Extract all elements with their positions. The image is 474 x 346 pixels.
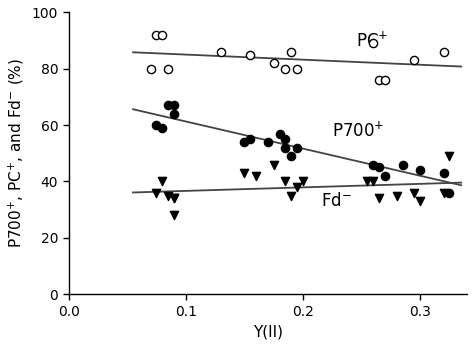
Point bbox=[287, 193, 295, 198]
Point bbox=[381, 77, 389, 83]
Point bbox=[153, 190, 160, 195]
Point bbox=[287, 153, 295, 159]
Point bbox=[440, 190, 447, 195]
Point bbox=[276, 131, 283, 136]
Point bbox=[446, 190, 453, 195]
Point bbox=[170, 111, 178, 117]
Point bbox=[393, 193, 401, 198]
Point bbox=[293, 145, 301, 151]
Point bbox=[299, 179, 307, 184]
Point bbox=[440, 49, 447, 55]
Point bbox=[282, 136, 289, 142]
Point bbox=[282, 145, 289, 151]
Point bbox=[381, 173, 389, 179]
Point bbox=[270, 60, 277, 66]
Point bbox=[170, 212, 178, 218]
Point bbox=[241, 139, 248, 145]
Point bbox=[159, 125, 166, 131]
Point bbox=[440, 170, 447, 176]
Y-axis label: P700$^{+}$, PC$^{+}$, and Fd$^{-}$ (%): P700$^{+}$, PC$^{+}$, and Fd$^{-}$ (%) bbox=[7, 58, 26, 248]
Point bbox=[282, 66, 289, 72]
X-axis label: Y(II): Y(II) bbox=[253, 324, 283, 339]
Point bbox=[375, 165, 383, 170]
Point bbox=[399, 162, 406, 167]
Point bbox=[164, 103, 172, 108]
Point bbox=[375, 77, 383, 83]
Point bbox=[287, 49, 295, 55]
Point bbox=[159, 179, 166, 184]
Point bbox=[416, 167, 424, 173]
Point bbox=[170, 103, 178, 108]
Point bbox=[370, 162, 377, 167]
Point bbox=[170, 195, 178, 201]
Point bbox=[164, 66, 172, 72]
Point bbox=[270, 162, 277, 167]
Point bbox=[446, 153, 453, 159]
Text: Fd$^{-}$: Fd$^{-}$ bbox=[320, 192, 351, 210]
Point bbox=[293, 184, 301, 190]
Point bbox=[410, 190, 418, 195]
Point bbox=[241, 170, 248, 176]
Text: PC$^{+}$: PC$^{+}$ bbox=[356, 31, 388, 50]
Point bbox=[159, 32, 166, 38]
Point bbox=[217, 49, 225, 55]
Point bbox=[293, 66, 301, 72]
Point bbox=[170, 195, 178, 201]
Point bbox=[370, 41, 377, 46]
Point bbox=[153, 122, 160, 128]
Point bbox=[246, 136, 254, 142]
Point bbox=[264, 139, 272, 145]
Text: P700$^{+}$: P700$^{+}$ bbox=[332, 121, 385, 140]
Point bbox=[246, 52, 254, 57]
Point bbox=[364, 179, 371, 184]
Point bbox=[147, 66, 155, 72]
Point bbox=[282, 179, 289, 184]
Point bbox=[375, 195, 383, 201]
Point bbox=[164, 193, 172, 198]
Point bbox=[410, 57, 418, 63]
Point bbox=[252, 173, 260, 179]
Point bbox=[153, 32, 160, 38]
Point bbox=[370, 179, 377, 184]
Point bbox=[416, 198, 424, 204]
